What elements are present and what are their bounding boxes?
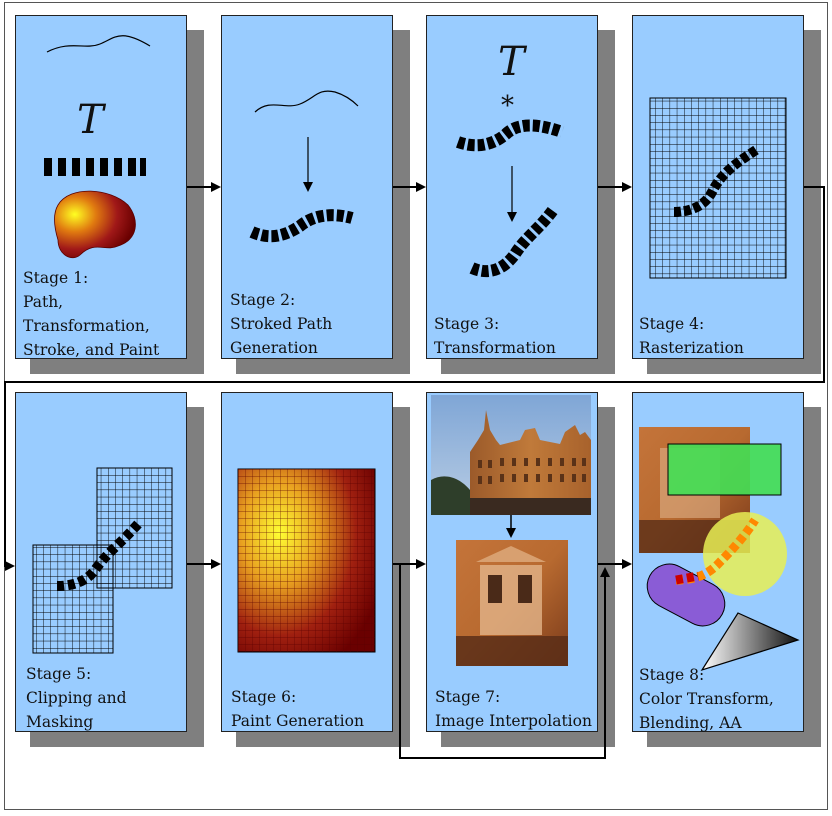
stage-4-rasterized-path <box>673 145 759 217</box>
stage-5-mask-grid-bottom <box>32 544 114 654</box>
stage-5-label: Stage 5: Clipping and Masking <box>26 665 127 731</box>
stage-7-label: Stage 7: Image Interpolation <box>435 688 592 730</box>
stage-1-transform-glyph: T <box>77 97 104 143</box>
stage-1-dash-pattern <box>44 158 146 176</box>
stage-2-label: Stage 2: Stroked Path Generation <box>230 291 333 357</box>
stage-8-gradient-triangle <box>700 612 800 672</box>
stage-7-interpolated-photo <box>456 540 568 666</box>
stage-3-transformed-path <box>469 206 558 278</box>
stage-3-stroked-path <box>456 119 565 152</box>
stage-2-stroked-path <box>249 209 354 243</box>
stage-4-label: Stage 4: Rasterization <box>639 315 744 357</box>
stage-5-clipped-path <box>56 520 142 591</box>
stage-8-green-rect <box>667 443 782 496</box>
stage-1-label: Stage 1: Path, Transformation, Stroke, and… <box>23 269 160 359</box>
stage-1-curve <box>46 35 151 53</box>
arrow-stage-4-to-5 <box>4 186 825 571</box>
stage-8-label: Stage 8: Color Transform, Blending, AA <box>639 666 774 732</box>
stage-1-card <box>15 15 187 359</box>
stage-3-label: Stage 3: Transformation <box>434 315 556 357</box>
stage-8-purple-capsule <box>646 563 726 627</box>
stage-6-label: Stage 6: Paint Generation <box>231 688 364 730</box>
stage-3-transform-glyph: T <box>498 39 525 85</box>
bypass-stage-6-to-8 <box>399 564 610 759</box>
stage-7-source-photo <box>431 395 591 515</box>
stage-3-multiply-operator: * <box>501 91 514 121</box>
stage-8-yellow-circle <box>703 512 787 596</box>
stage-1-paint-blob <box>54 190 136 259</box>
stage-2-curve <box>254 90 359 113</box>
